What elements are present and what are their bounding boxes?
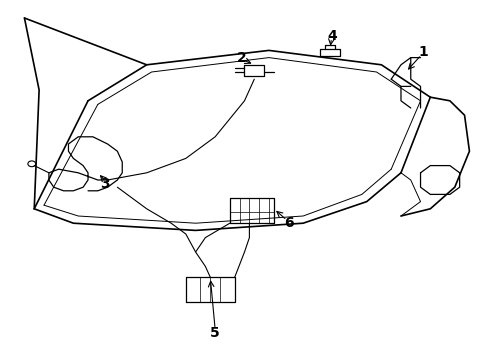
Text: 5: 5 [210, 326, 220, 340]
Text: 3: 3 [100, 177, 110, 190]
Text: 1: 1 [417, 45, 427, 59]
Text: 4: 4 [327, 29, 337, 43]
Text: 2: 2 [237, 51, 246, 64]
Text: 6: 6 [283, 216, 293, 230]
